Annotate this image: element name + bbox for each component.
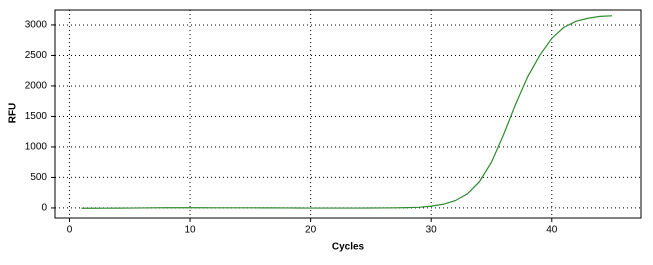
x-tick-label: 20	[305, 225, 317, 236]
x-tick-label: 40	[546, 225, 558, 236]
x-axis-label: Cycles	[332, 242, 365, 253]
y-axis-label: RFU	[8, 103, 19, 124]
x-tick-label: 10	[184, 225, 196, 236]
y-tick-label: 3000	[25, 20, 48, 31]
x-tick-label: 30	[426, 225, 438, 236]
y-tick-label: 1500	[25, 111, 48, 122]
data-line	[81, 15, 613, 209]
y-tick-label: 2000	[25, 81, 48, 92]
y-tick-label: 0	[41, 203, 47, 214]
y-tick-label: 2500	[25, 50, 48, 61]
x-tick-label: 0	[67, 225, 73, 236]
y-tick-label: 500	[30, 172, 47, 183]
y-tick-label: 1000	[25, 142, 48, 153]
plot-frame	[54, 9, 642, 219]
